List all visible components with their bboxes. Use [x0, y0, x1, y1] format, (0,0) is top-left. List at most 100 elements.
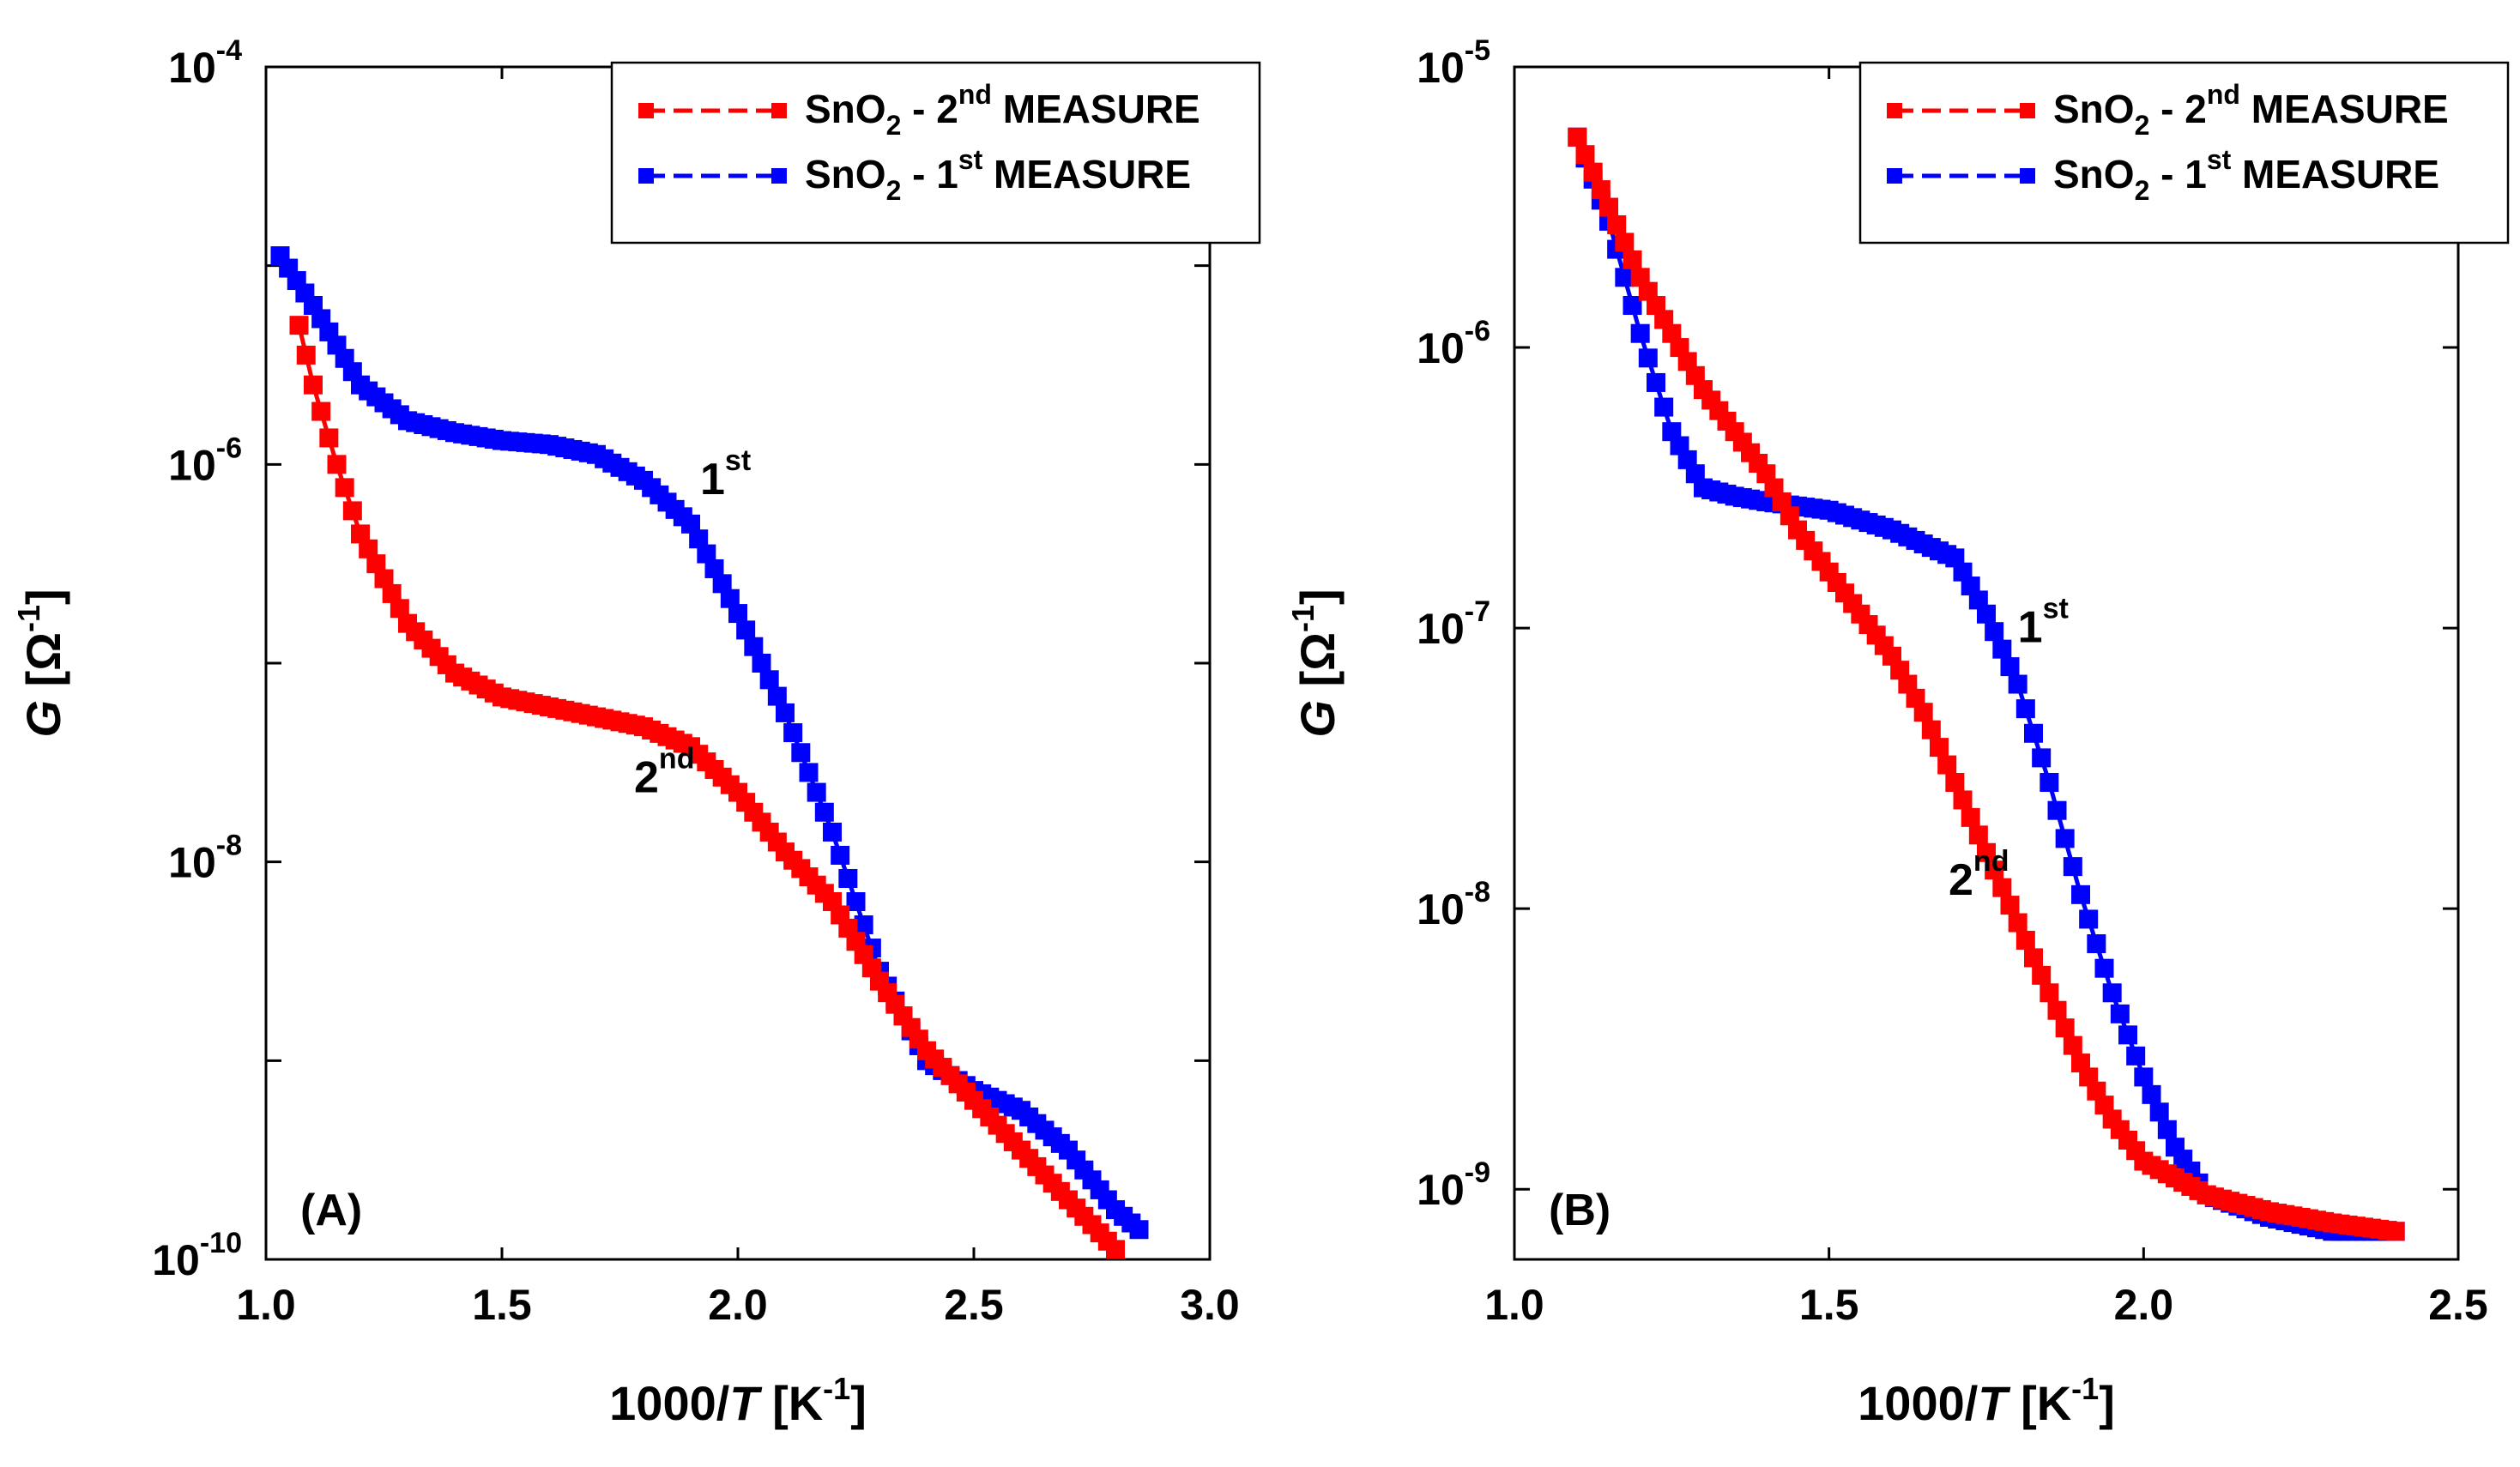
data-point	[2079, 909, 2099, 929]
plot-frame	[1513, 65, 2460, 1261]
y-tick-label: 10-4	[168, 34, 242, 92]
data-point	[1575, 145, 1595, 165]
data-point	[2024, 948, 2043, 968]
data-point	[1953, 790, 1973, 810]
data-point	[1968, 825, 1988, 845]
data-point	[736, 620, 756, 640]
y-tick-label: 10-7	[1417, 595, 1490, 653]
legend-entry: SnO2 - 2nd MEASURE	[1887, 79, 2449, 141]
legend-marker	[638, 168, 654, 184]
data-point	[374, 569, 394, 589]
chart-panel-a: 1.0 1.5 2.0 2.5 3.0 10-10 10-8 10-6 10-4 1000/T […	[11, 34, 1261, 1430]
legend-marker	[638, 103, 654, 118]
x-tick-label: 1.5	[1799, 1281, 1859, 1329]
series-first-measure	[1568, 127, 2405, 1241]
data-point	[2055, 829, 2075, 848]
data-point	[2032, 748, 2052, 768]
data-point	[1129, 1220, 1149, 1240]
y-tick-label: 10-5	[1417, 34, 1490, 92]
x-tick-label: 2.0	[2114, 1281, 2174, 1329]
data-point	[1945, 773, 1965, 792]
data-point	[342, 501, 362, 521]
data-point	[382, 583, 402, 603]
x-tick-label: 1.0	[236, 1281, 296, 1329]
data-point	[831, 845, 850, 865]
data-point	[1930, 738, 1949, 758]
series-second-measure	[1568, 127, 2405, 1241]
data-point	[2071, 884, 2090, 904]
series-first-measure	[270, 246, 1149, 1240]
data-point	[1630, 323, 1650, 343]
legend-entry: SnO2 - 1st MEASURE	[638, 144, 1191, 206]
x-tick-label: 3.0	[1180, 1281, 1240, 1329]
data-point	[351, 524, 370, 544]
data-point	[767, 686, 787, 706]
data-point	[704, 558, 724, 578]
data-point	[1937, 755, 1957, 775]
data-point	[359, 539, 378, 558]
plot-area	[270, 246, 1149, 1259]
series-line	[1574, 136, 2396, 1234]
curve-annotation: 2nd	[634, 743, 694, 803]
data-point	[2063, 857, 2082, 877]
data-point	[2000, 657, 2020, 677]
data-point	[1615, 268, 1635, 287]
data-point	[2134, 1067, 2154, 1087]
data-point	[1961, 807, 1980, 827]
data-point	[390, 599, 409, 619]
series-line	[1575, 136, 2396, 1234]
data-point	[1921, 720, 1941, 740]
legend-box	[610, 61, 1261, 244]
legend-marker	[2020, 103, 2035, 118]
data-point	[304, 375, 323, 395]
y-axis-title: G [Ω-1]	[11, 589, 70, 737]
curve-annotation: 2nd	[1949, 845, 2009, 905]
data-point	[2047, 1000, 2067, 1020]
data-point	[1977, 842, 1996, 862]
y-axis-title: G [Ω-1]	[1285, 589, 1345, 737]
data-point	[720, 589, 740, 608]
data-point	[1992, 639, 2012, 659]
legend-label: SnO2 - 2nd MEASURE	[2053, 79, 2449, 141]
legend-box	[1858, 61, 2510, 244]
plot-area	[1568, 127, 2405, 1241]
plot-frame	[264, 65, 1212, 1261]
data-point	[838, 868, 858, 888]
y-tick-label: 10-8	[168, 830, 242, 887]
data-point	[823, 822, 842, 842]
data-point	[2000, 896, 2020, 915]
legend-entry: SnO2 - 2nd MEASURE	[638, 79, 1200, 141]
data-point	[2149, 1102, 2169, 1122]
legend-label: SnO2 - 2nd MEASURE	[805, 79, 1200, 141]
x-tick-label: 2.0	[708, 1281, 768, 1329]
data-point	[1607, 214, 1627, 234]
data-point	[311, 401, 331, 421]
data-point	[1913, 703, 1933, 722]
data-point	[366, 554, 386, 574]
chart-panel-b: 1.0 1.5 2.0 2.5 10-9 10-8 10-7 10-6 10-5 1000/T […	[1285, 34, 2510, 1430]
y-tick-label: 10-8	[1417, 876, 1490, 933]
data-point	[335, 478, 354, 498]
data-point	[2040, 983, 2059, 1003]
data-point	[759, 670, 779, 690]
x-axis-title: 1000/T [K-1]	[609, 1371, 867, 1430]
data-point	[2047, 800, 2067, 820]
data-point	[681, 514, 700, 534]
data-point	[752, 654, 771, 673]
data-point	[296, 345, 316, 365]
x-axis-title: 1000/T [K-1]	[1858, 1371, 2115, 1430]
x-tick-label: 1.0	[1484, 1281, 1544, 1329]
legend-marker	[771, 103, 787, 118]
legend-marker	[1887, 168, 1902, 184]
data-point	[1568, 127, 1587, 147]
data-point	[2040, 773, 2059, 792]
data-point	[2008, 674, 2027, 694]
data-point	[1638, 348, 1658, 368]
data-point	[1647, 372, 1665, 392]
series-second-measure	[289, 316, 1125, 1259]
legend-marker	[771, 168, 787, 184]
y-tick-label: 10-6	[1417, 315, 1490, 372]
